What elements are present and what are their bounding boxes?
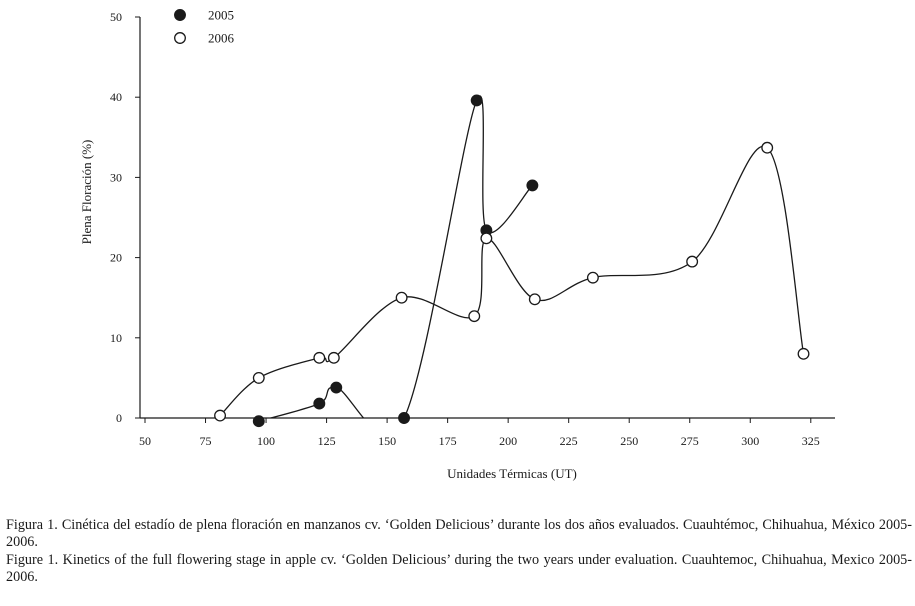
- x-tick-label: 75: [200, 434, 212, 448]
- data-point-2005: [398, 412, 411, 424]
- data-point-2006: [480, 232, 493, 245]
- x-tick-label: 175: [439, 434, 457, 448]
- data-point-2005: [330, 381, 343, 394]
- y-tick-label: 20: [110, 251, 122, 265]
- data-point-2006: [252, 371, 265, 384]
- x-tick-label: 150: [378, 434, 396, 448]
- legend-marker-2006: [174, 32, 186, 44]
- flowering-chart: 50 75 100 125 150 175 200 225 250 275 300 325 0 10 20…: [79, 8, 835, 481]
- y-ticks: 0 10 20 30 40 50: [110, 10, 140, 425]
- x-tick-label: 100: [257, 434, 275, 448]
- data-point-2006: [528, 293, 541, 306]
- legend: 2005 2006: [174, 8, 235, 46]
- data-point-2006: [395, 291, 408, 304]
- data-point-2006: [586, 271, 599, 284]
- data-point-2006: [313, 351, 326, 364]
- series-curves: [219, 95, 805, 418]
- legend-label-2005: 2005: [208, 8, 234, 23]
- x-tick-label: 125: [318, 434, 336, 448]
- data-point-2006: [327, 351, 340, 364]
- data-point-2006: [686, 255, 699, 268]
- data-point-2006: [797, 347, 810, 360]
- series-line-2006: [219, 145, 805, 417]
- data-point-2006: [468, 310, 481, 323]
- x-ticks: 50 75 100 125 150 175 200 225 250 275 300 325: [139, 418, 820, 448]
- legend-label-2006: 2006: [208, 31, 235, 46]
- chart-axes: 50 75 100 125 150 175 200 225 250 275 300 325 0 10 20…: [110, 10, 835, 448]
- x-tick-label: 325: [802, 434, 820, 448]
- series-points: [214, 94, 810, 428]
- data-point-2005: [252, 415, 265, 428]
- x-tick-label: 250: [620, 434, 638, 448]
- series-line-2005: [268, 95, 533, 418]
- data-point-2005: [313, 397, 326, 410]
- figure-caption-spanish: Figura 1. Cinética del estadío de plena …: [6, 517, 912, 550]
- y-tick-label: 40: [110, 90, 122, 104]
- y-tick-label: 50: [110, 10, 122, 24]
- data-point-2005: [470, 94, 483, 107]
- x-tick-label: 300: [741, 434, 759, 448]
- x-tick-label: 50: [139, 434, 151, 448]
- x-axis-label: Unidades Térmicas (UT): [447, 466, 577, 481]
- y-tick-label: 0: [116, 411, 122, 425]
- data-point-2006: [214, 409, 227, 422]
- y-tick-label: 30: [110, 170, 122, 184]
- y-axis-label: Plena Floración (%): [79, 140, 94, 245]
- x-tick-label: 225: [560, 434, 578, 448]
- y-tick-label: 10: [110, 331, 122, 345]
- data-point-2006: [761, 141, 774, 154]
- legend-marker-2005: [174, 9, 186, 21]
- data-point-2005: [526, 179, 539, 192]
- x-tick-label: 275: [681, 434, 699, 448]
- figure-caption-english: Figure 1. Kinetics of the full flowering…: [6, 552, 912, 585]
- x-tick-label: 200: [499, 434, 517, 448]
